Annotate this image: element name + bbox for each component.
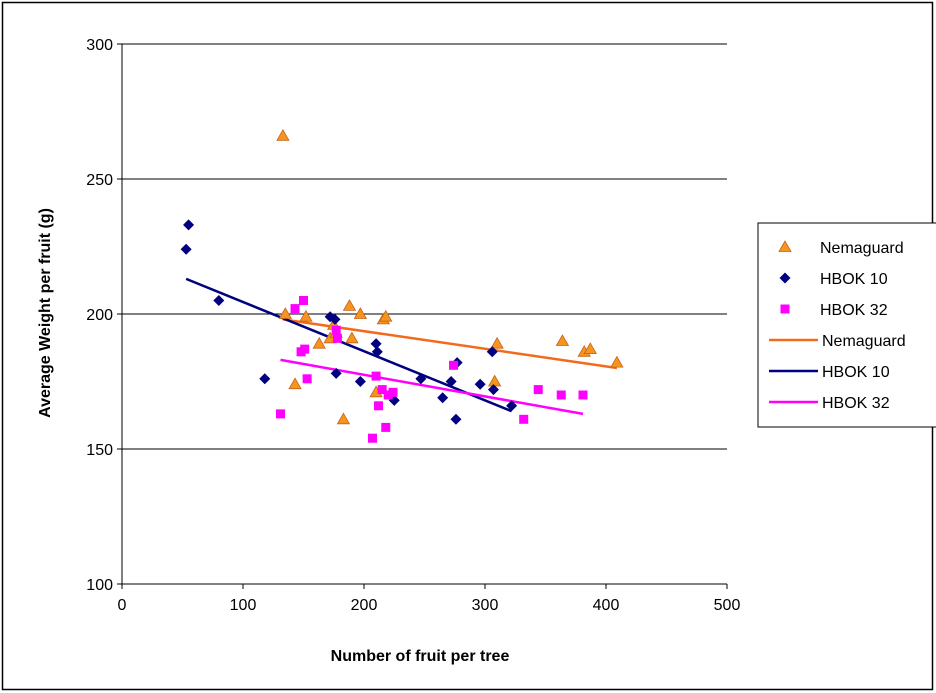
- data-point: [276, 128, 290, 141]
- series-hbok-32: [276, 296, 588, 443]
- data-point: [445, 376, 457, 387]
- data-point: [381, 422, 391, 432]
- data-point: [330, 367, 342, 379]
- data-point: [371, 346, 383, 358]
- data-point: [506, 400, 518, 412]
- data-point: [299, 296, 308, 305]
- data-point: [367, 433, 377, 443]
- x-tick-label: 300: [472, 597, 499, 614]
- data-point: [288, 377, 302, 390]
- trendline: [185, 277, 513, 413]
- plot-area: 100 150 200 250 300 0 100 200 300 400 500: [86, 37, 740, 614]
- legend-box: [757, 222, 936, 428]
- data-point: [388, 387, 398, 397]
- x-tick-label: 400: [593, 597, 620, 614]
- legend-entry: HBOK 10: [769, 364, 890, 381]
- data-point: [213, 295, 225, 306]
- data-point: [353, 307, 368, 319]
- data-point: [371, 371, 381, 381]
- data-point: [345, 331, 359, 344]
- legend-marker: [780, 304, 790, 314]
- data-point: [383, 390, 393, 400]
- data-point: [302, 374, 312, 384]
- data-marks: [180, 128, 624, 443]
- legend: Nemaguard HBOK 10 HBOK 32 Nemaguard HBOK 10 H…: [757, 222, 936, 428]
- data-point: [449, 360, 459, 370]
- data-point: [450, 413, 462, 425]
- legend-label: HBOK 10: [822, 364, 890, 381]
- x-tick-label: 0: [118, 597, 127, 614]
- data-point: [180, 243, 192, 255]
- legend-marker: [778, 240, 792, 252]
- legend-entry: Nemaguard: [769, 333, 906, 350]
- data-point: [583, 342, 597, 355]
- data-point: [183, 219, 195, 231]
- data-point: [299, 309, 313, 322]
- x-axis-label: Number of fruit per tree: [331, 648, 510, 665]
- data-point: [370, 338, 382, 350]
- legend-entry: HBOK 10: [779, 271, 888, 288]
- data-point: [490, 336, 504, 349]
- data-point: [336, 412, 351, 425]
- legend-label: HBOK 32: [820, 302, 888, 319]
- trendline: [280, 358, 584, 416]
- trendline-hbok-32: [280, 358, 584, 416]
- x-tick-label: 100: [230, 597, 257, 614]
- legend-label: Nemaguard: [820, 240, 904, 257]
- data-point: [474, 378, 486, 390]
- data-point: [354, 376, 366, 387]
- data-point: [332, 333, 342, 343]
- data-point: [276, 409, 286, 419]
- data-point: [519, 414, 529, 424]
- legend-marker: [779, 272, 791, 284]
- y-tick-label: 250: [86, 172, 113, 189]
- data-point: [379, 309, 393, 322]
- legend-entry: HBOK 32: [780, 302, 888, 319]
- y-axis-label: Average Weight per fruit (g): [37, 208, 54, 418]
- data-point: [487, 384, 499, 396]
- data-point: [377, 385, 387, 395]
- y-tick-label: 300: [86, 37, 113, 54]
- data-point: [290, 304, 300, 314]
- trendline-hbok-10: [185, 277, 513, 413]
- y-tick-label: 150: [86, 442, 113, 459]
- data-point: [486, 346, 498, 358]
- x-tick-label: 200: [351, 597, 378, 614]
- legend-label: Nemaguard: [822, 333, 906, 350]
- data-point: [610, 355, 624, 368]
- data-point: [300, 344, 310, 354]
- y-tick-label: 200: [86, 307, 113, 324]
- y-tick-label: 100: [86, 577, 113, 594]
- data-point: [312, 336, 326, 349]
- data-point: [374, 401, 384, 411]
- data-point: [342, 299, 357, 311]
- x-tick-label: 500: [714, 597, 741, 614]
- legend-label: HBOK 10: [820, 271, 888, 288]
- data-point: [278, 307, 293, 319]
- data-point: [415, 373, 427, 385]
- data-point: [533, 385, 543, 395]
- legend-entry: HBOK 32: [769, 395, 890, 412]
- data-point: [259, 373, 271, 385]
- legend-label: HBOK 32: [822, 395, 890, 412]
- data-point: [555, 334, 570, 346]
- data-point: [329, 313, 341, 325]
- data-point: [437, 392, 449, 404]
- legend-entry: Nemaguard: [778, 240, 904, 257]
- data-point: [578, 390, 588, 400]
- data-point: [556, 390, 566, 400]
- data-point: [331, 325, 341, 335]
